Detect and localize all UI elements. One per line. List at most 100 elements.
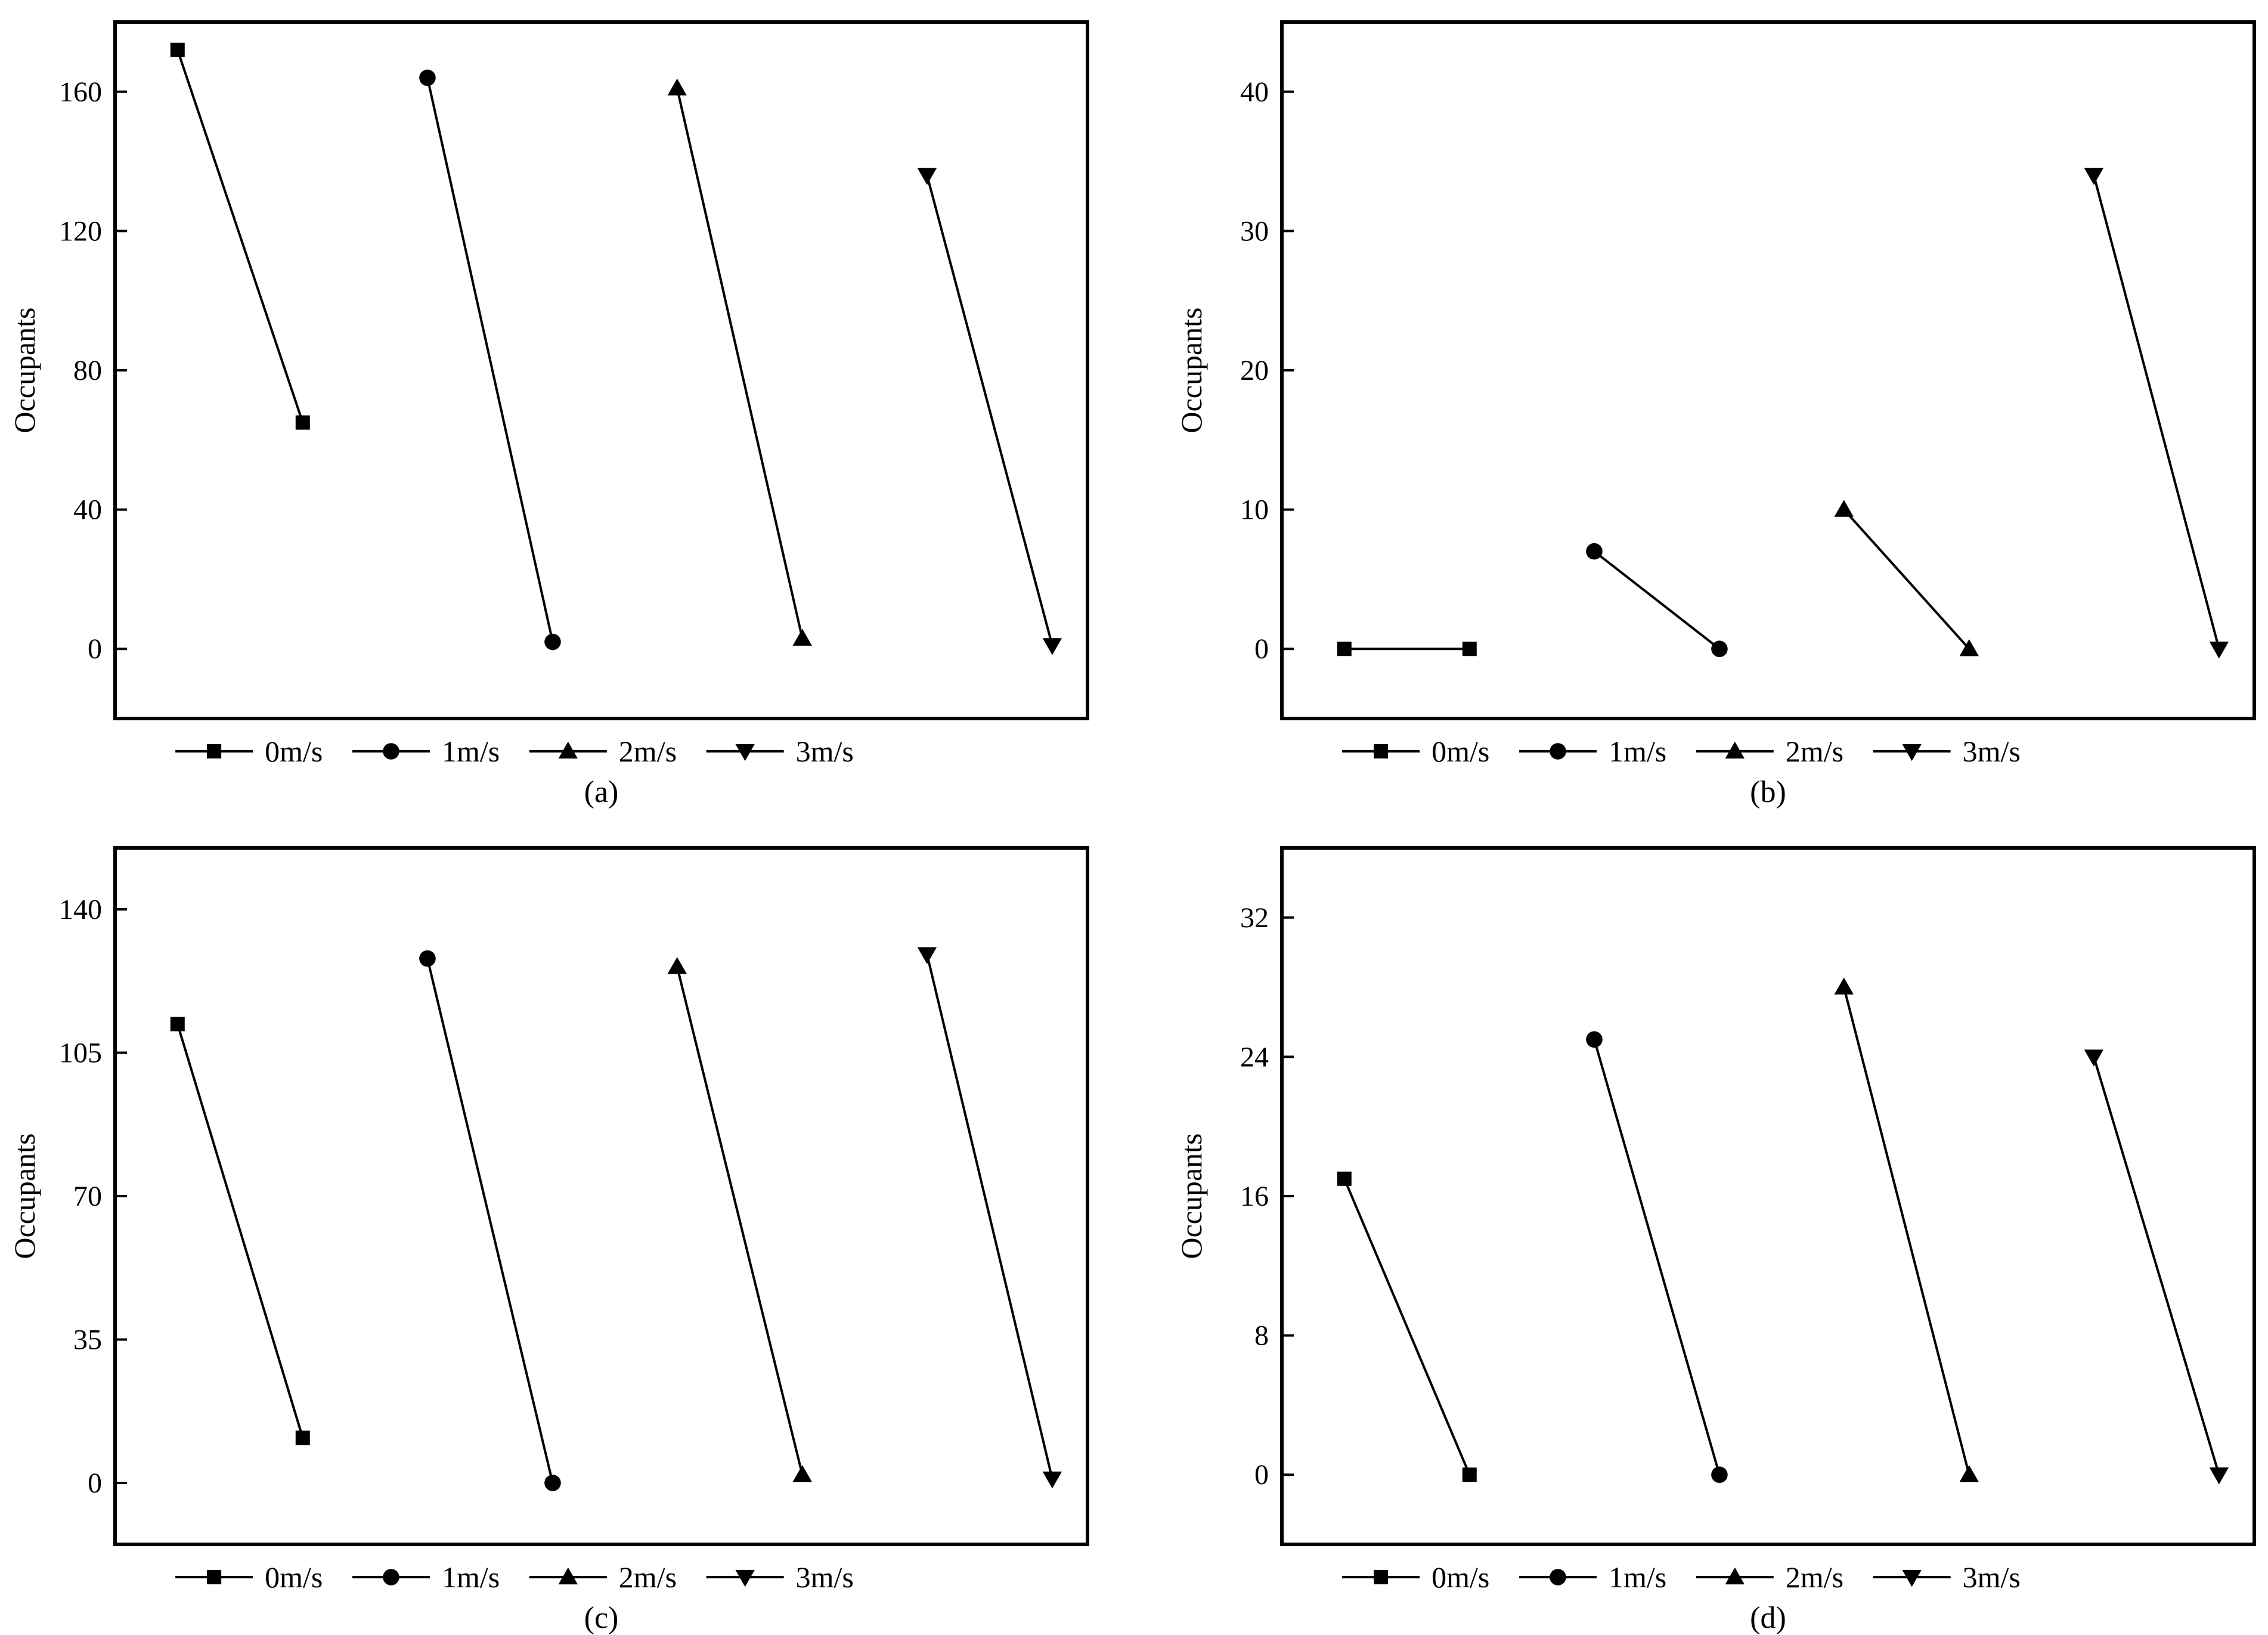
legend-marker [558,741,578,759]
y-axis-label: Occupants [1175,307,1208,433]
y-tick-label: 0 [1254,1459,1269,1491]
y-axis-label: Occupants [1175,1133,1208,1259]
series-line [426,958,554,1484]
legend-label: 2m/s [1786,1560,1843,1594]
data-point [2084,1049,2104,1067]
y-tick-label: 160 [59,76,102,108]
series-line [1343,1178,1471,1475]
legend-marker [558,1567,578,1585]
data-point [1337,642,1352,657]
legend-label: 3m/s [796,1560,854,1594]
data-point [667,78,687,96]
data-point [419,69,436,86]
legend-label: 0m/s [1432,735,1489,768]
y-tick-label: 0 [88,1467,102,1499]
legend-label: 3m/s [1963,1560,2021,1594]
y-tick-label: 120 [59,215,102,247]
y-tick-label: 16 [1240,1181,1269,1212]
series-line [676,966,804,1475]
y-tick-label: 0 [1254,633,1269,665]
legend-label: 0m/s [265,1560,323,1594]
series-0m/s [1337,642,1477,657]
data-point [1834,977,1854,995]
y-axis-label: Occupants [8,1133,41,1259]
data-point [1462,642,1477,657]
legend-label: 1m/s [1609,735,1666,768]
series-3m/s [917,947,1062,1489]
series-line [1843,509,1970,650]
legend-marker [1725,1567,1745,1585]
y-tick-label: 70 [73,1181,102,1212]
data-point [1959,1465,1979,1482]
legend-marker [735,1569,755,1587]
data-point [667,957,687,974]
data-point [1711,1466,1728,1483]
series-0m/s [170,42,310,430]
y-tick-label: 0 [88,633,102,665]
legend: 0m/s 1m/s 2m/s 3m/s [1342,735,2021,768]
y-tick-label: 35 [73,1324,102,1355]
y-tick-label: 30 [1240,215,1269,247]
y-tick-label: 140 [59,894,102,925]
series-0m/s [1337,1171,1477,1482]
legend-marker [1902,1569,1922,1587]
panel-caption: (b) [1750,775,1786,809]
legend-marker [735,744,755,761]
data-point [917,168,937,185]
series-2m/s [667,78,812,646]
legend-label: 2m/s [619,1560,677,1594]
data-point [792,1465,812,1482]
y-tick-label: 105 [59,1038,102,1069]
series-line [176,49,304,423]
y-tick-label: 20 [1240,355,1269,386]
data-point [170,42,185,57]
plot-frame [113,20,1089,720]
series-1m/s [1586,1031,1728,1483]
legend-label: 0m/s [265,735,323,768]
legend-marker [1550,1569,1566,1586]
series-1m/s [1586,543,1728,657]
legend-label: 1m/s [1609,1560,1666,1594]
panel-caption: (a) [584,775,619,809]
series-line [925,175,1054,646]
data-point [1959,639,1979,657]
legend-marker [1725,741,1745,759]
legend-label: 3m/s [796,735,854,768]
series-0m/s [170,1017,310,1445]
y-tick-label: 40 [73,494,102,526]
y-tick-label: 10 [1240,494,1269,526]
data-point [2209,1467,2229,1485]
data-point [544,633,561,651]
series-3m/s [2084,168,2229,659]
plot-frame [1280,846,2256,1546]
legend: 0m/s 1m/s 2m/s 3m/s [175,735,854,768]
chart-panel-c: 0 35 70 105 140 Occupants 0m/s 1m/s 2m/s 3m/s (c) [8,846,1089,1635]
legend: 0m/s 1m/s 2m/s 3m/s [175,1560,854,1594]
chart-panel-a: 0 40 80 120 160 Occupants 0m/s 1m/s 2m/s 3m/s (a) [8,20,1089,809]
series-2m/s [667,957,812,1482]
series-line [1593,550,1721,650]
series-line [426,78,554,642]
data-point [1337,1171,1352,1186]
legend-marker [383,1569,399,1586]
legend: 0m/s 1m/s 2m/s 3m/s [1342,1560,2021,1594]
legend-marker [207,744,222,758]
data-point [1711,640,1728,657]
legend-marker [383,743,399,760]
data-point [1042,638,1062,655]
plot-frame [1280,20,2256,720]
series-2m/s [1834,977,1979,1482]
data-point [295,415,310,430]
series-line [176,1023,304,1438]
plot-frame [113,846,1089,1546]
legend-label: 2m/s [1786,735,1843,768]
series-3m/s [2084,1049,2229,1485]
series-line [676,88,804,639]
data-point [792,628,812,646]
legend-marker [1374,744,1389,758]
data-point [2209,642,2229,659]
y-tick-label: 40 [1240,76,1269,108]
panel-caption: (d) [1750,1601,1786,1635]
series-line [2092,175,2220,649]
